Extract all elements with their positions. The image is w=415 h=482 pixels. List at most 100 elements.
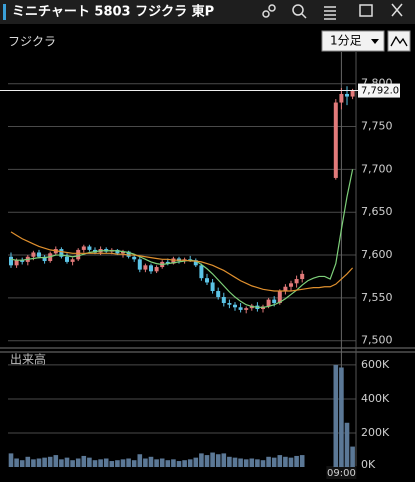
volume-bar <box>120 459 126 467</box>
x-tick-box <box>326 466 357 479</box>
volume-bar <box>344 422 350 467</box>
volume-bar <box>221 453 227 467</box>
volume-bar <box>14 458 19 467</box>
volume-bar <box>53 455 59 467</box>
volume-bar <box>283 456 288 467</box>
volume-bar <box>36 458 42 467</box>
volume-bar <box>154 459 159 467</box>
volume-bar <box>81 455 87 467</box>
volume-bar <box>165 460 171 467</box>
volume-bar <box>243 459 249 467</box>
volume-bar <box>294 455 299 467</box>
volume-tick-label: 400K <box>361 392 390 405</box>
y-tick-label: 7,600 <box>361 248 393 261</box>
y-tick-label: 7,550 <box>361 291 393 304</box>
candle-body <box>216 291 221 298</box>
candle-body <box>171 258 176 264</box>
candle-body <box>76 249 81 260</box>
volume-tick-label: 0K <box>361 458 376 471</box>
candle-body <box>31 252 36 257</box>
volume-bar <box>215 454 221 467</box>
candle-body <box>289 283 293 287</box>
volume-bar <box>232 457 238 467</box>
maximize-icon[interactable] <box>359 4 373 17</box>
y-tick-label: 7,750 <box>361 120 393 133</box>
volume-bar <box>131 460 137 467</box>
interval-label[interactable]: 1分足 <box>330 34 362 48</box>
candle-body <box>272 299 277 304</box>
volume-bar <box>171 459 176 467</box>
candle-body <box>205 278 209 283</box>
menu-icon[interactable] <box>324 6 336 20</box>
candle-body <box>59 249 64 257</box>
volume-bar <box>137 454 143 467</box>
dropdown-arrow[interactable] <box>371 39 379 44</box>
volume-bar <box>271 457 277 467</box>
volume-bar <box>299 455 305 467</box>
candle-body <box>227 303 232 305</box>
candle-body <box>294 279 299 284</box>
candle-body <box>126 251 131 257</box>
volume-bar <box>199 453 204 467</box>
volume-bar <box>109 461 115 467</box>
candle-body <box>42 256 47 262</box>
candle-body <box>70 259 75 262</box>
volume-bar <box>98 459 103 467</box>
last-price-box <box>358 83 400 98</box>
x-tick-label: 09:00 <box>327 468 356 479</box>
symbol-label: フジクラ <box>8 35 56 49</box>
volume-bar <box>210 452 215 467</box>
volume-bar <box>75 458 81 467</box>
candle-body <box>149 265 153 272</box>
candle-body <box>238 307 243 310</box>
search-icon[interactable] <box>292 4 304 16</box>
interval-dropdown[interactable] <box>321 30 385 52</box>
volume-bar <box>115 460 120 467</box>
candle-body <box>233 304 237 308</box>
link-icon[interactable] <box>262 10 270 18</box>
volume-bar <box>227 456 232 467</box>
volume-bar <box>187 459 193 467</box>
volume-bar <box>8 453 14 467</box>
candle-body <box>115 249 120 254</box>
volume-bar <box>47 456 53 467</box>
candle-body <box>339 93 344 103</box>
volume-tick-label: 600K <box>361 358 390 371</box>
volume-bar <box>126 458 131 467</box>
volume-bar <box>70 460 75 467</box>
candle-body <box>143 265 148 270</box>
volume-bar <box>176 461 182 467</box>
moving-average-line <box>10 231 354 292</box>
volume-bar <box>182 460 187 467</box>
candle-body <box>221 297 226 304</box>
link-icon[interactable] <box>268 4 276 12</box>
candle-body <box>277 291 282 304</box>
volume-bar <box>255 459 260 467</box>
volume-bar <box>193 457 199 467</box>
candle-body <box>283 286 288 292</box>
search-icon[interactable] <box>301 13 307 19</box>
moving-average-line <box>10 169 354 308</box>
candle-body <box>210 282 215 292</box>
close-icon[interactable] <box>391 3 403 17</box>
volume-bar <box>59 459 64 467</box>
candle-body <box>345 93 349 97</box>
volume-bar <box>339 367 344 467</box>
candle-body <box>300 273 305 280</box>
candle-body <box>154 267 159 272</box>
candle-body <box>37 252 41 257</box>
candle-body <box>87 246 92 250</box>
title-bar <box>0 0 415 24</box>
window-icons[interactable] <box>262 3 403 20</box>
volume-bar <box>350 446 355 467</box>
volume-bar <box>266 456 271 467</box>
chart-settings-icon[interactable] <box>390 35 408 47</box>
volume-bar <box>148 456 154 467</box>
candle-body <box>193 260 198 266</box>
volume-bar <box>64 457 70 467</box>
volume-bar <box>204 455 210 467</box>
volume-bar <box>288 457 294 467</box>
volume-tick-label: 200K <box>361 426 390 439</box>
